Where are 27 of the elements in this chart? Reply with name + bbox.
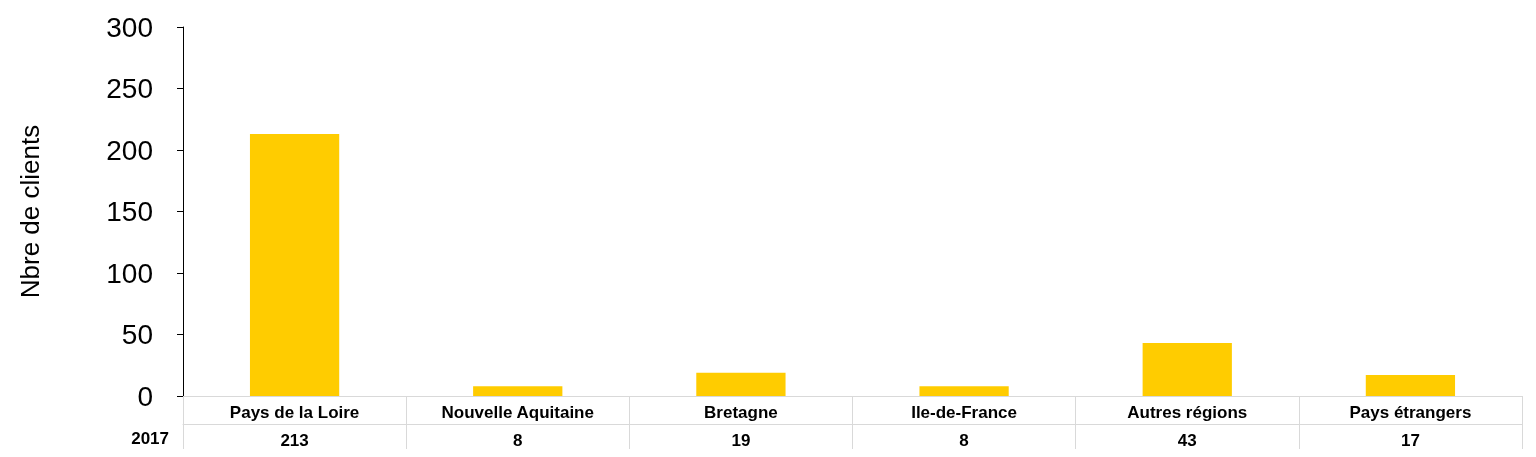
y-tick-label: 100 (106, 257, 153, 289)
data-label: 213 (280, 431, 309, 450)
x-tick-label: Autres régions (1127, 403, 1248, 422)
x-tick-label: Ile-de-France (911, 403, 1017, 422)
y-tick-label: 200 (106, 134, 153, 166)
y-tick-label: 300 (106, 11, 153, 43)
data-label: 17 (1400, 431, 1420, 450)
bar (1365, 375, 1456, 396)
y-tick-label: 250 (106, 73, 153, 104)
bar (473, 386, 563, 396)
x-tick-label: Nouvelle Aquitaine (441, 403, 594, 422)
y-tick-label: 150 (106, 196, 153, 227)
y-tick-label: 0 (137, 380, 153, 412)
bar (919, 386, 1009, 396)
data-label: 8 (513, 431, 523, 450)
y-axis-title: Nbre de clients (15, 124, 45, 299)
x-tick-label: Pays de la Loire (229, 403, 360, 422)
y-tick-label: 50 (121, 319, 153, 350)
data-label: 8 (959, 431, 969, 450)
bar (1142, 343, 1232, 396)
data-label: 43 (1177, 431, 1197, 450)
x-tick-label: Pays étrangers (1349, 403, 1472, 422)
x-tick-label: Bretagne (704, 403, 778, 422)
text: 2017 (131, 429, 169, 448)
bar (696, 372, 786, 396)
data-label: 19 (731, 431, 751, 450)
bar (249, 134, 340, 396)
